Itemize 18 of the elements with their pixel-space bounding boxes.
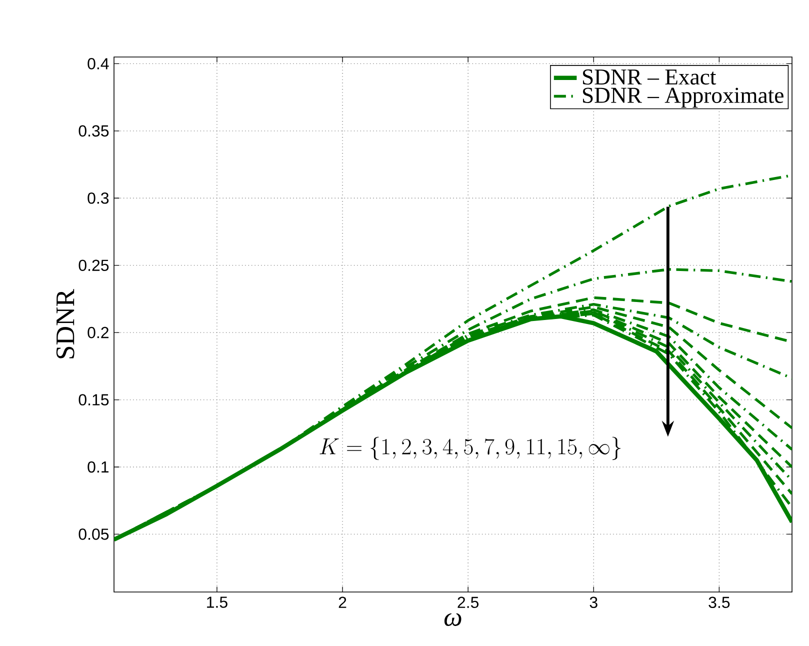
y-tick-label: 0.1 (88, 461, 109, 473)
y-axis-title: SDNR (56, 288, 74, 358)
y-tick-label: 0.05 (78, 528, 109, 540)
y-tick-label: 0.25 (78, 260, 109, 272)
x-tick-label: 2.5 (458, 596, 479, 608)
y-tick-label: 0.2 (88, 326, 108, 338)
legend-label: SDNR – Exact (583, 69, 716, 85)
x-tick-label: 3 (590, 596, 598, 608)
y-tick-label: 0.4 (88, 58, 109, 70)
x-axis-title: ω (444, 613, 462, 626)
x-tick-label: 3.5 (708, 596, 730, 608)
legend-label: SDNR – Approximate (583, 88, 784, 108)
x-tick-label: 2 (338, 596, 346, 608)
annotation: $K=\{1,2,3,4,5,7,9,11,15,\infty\}$ (320, 436, 621, 460)
x-tick-label: 1.5 (207, 596, 228, 608)
y-tick-label: 0.15 (78, 394, 109, 406)
y-tick-label: 0.35 (78, 125, 109, 137)
y-tick-label: 0.3 (88, 192, 109, 204)
